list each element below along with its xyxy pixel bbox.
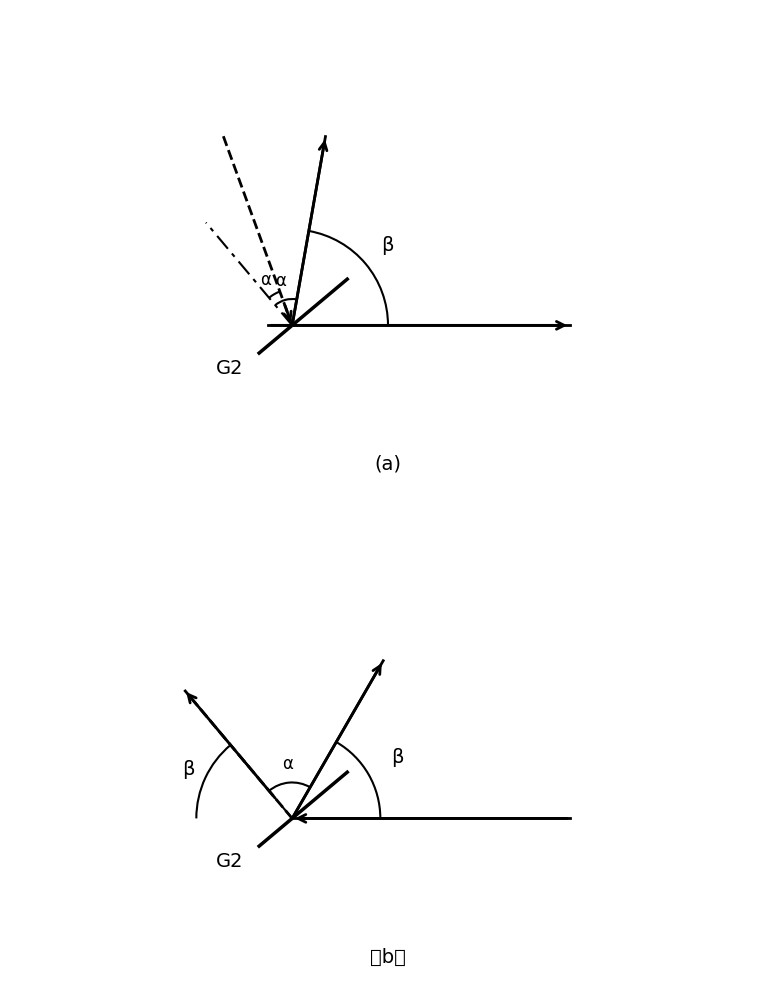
Text: α: α (275, 272, 286, 290)
Text: β: β (381, 236, 394, 255)
Text: β: β (182, 760, 194, 779)
Text: β: β (391, 748, 404, 767)
Text: G2: G2 (217, 852, 244, 871)
Text: α: α (282, 755, 293, 773)
Text: (a): (a) (375, 455, 401, 474)
Text: G2: G2 (217, 359, 244, 378)
Text: α: α (261, 271, 272, 289)
Text: （b）: （b） (370, 948, 406, 967)
